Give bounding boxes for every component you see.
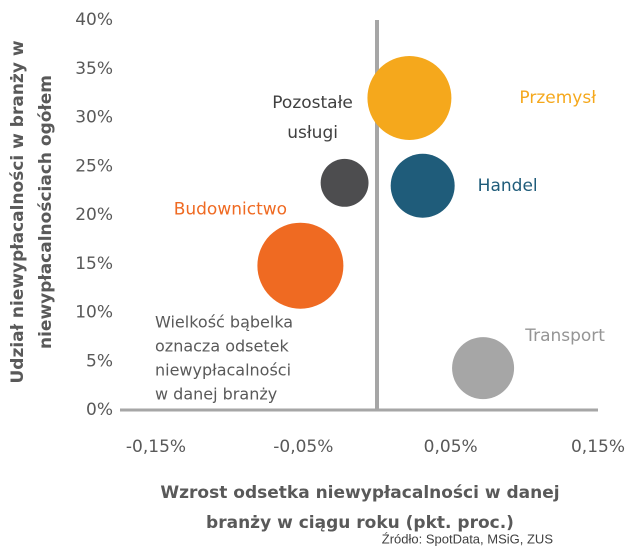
bubble-label: Handel	[478, 176, 538, 196]
annotation: Wielkość bąbelka	[155, 313, 293, 332]
bubble-label: Pozostałe usługi	[272, 93, 353, 143]
x-tick-label: -0,15%	[126, 437, 186, 457]
bubble	[320, 158, 369, 207]
y-axis-title: niewypłacalnościach ogółem	[36, 75, 56, 349]
x-tick-label: 0,15%	[571, 437, 625, 457]
y-tick-label: 15%	[75, 254, 113, 274]
y-tick-label: 5%	[86, 351, 113, 371]
x-tick-label: 0,05%	[424, 437, 478, 457]
y-tick-label: 35%	[75, 59, 113, 79]
bubble	[367, 56, 452, 140]
y-tick-label: 30%	[75, 108, 113, 128]
bubble-label: Przemysł	[519, 88, 596, 108]
y-tick-label: 0%	[86, 400, 113, 420]
x-tick-label: -0,05%	[273, 437, 333, 457]
bubble-label: Budownictwo	[174, 200, 287, 220]
annotation: oznacza odsetek	[155, 337, 289, 356]
bubble-label: Transport	[524, 326, 605, 346]
y-tick-label: 20%	[75, 205, 113, 225]
x-axis-title: Wzrost odsetka niewypłacalności w danej	[160, 483, 559, 503]
bubble	[452, 337, 515, 400]
y-tick-label: 10%	[75, 303, 113, 323]
y-tick-label: 25%	[75, 156, 113, 176]
bubble	[257, 222, 344, 309]
source: Źródło: SpotData, MSiG, ZUS	[382, 531, 554, 546]
x-axis-title: branży w ciągu roku (pkt. proc.)	[206, 513, 514, 533]
annotation: niewypłacalności	[155, 361, 291, 380]
bubble	[390, 153, 455, 218]
annotation: w danej branży	[155, 385, 277, 404]
y-axis-title: Udział niewypłacalności w branży w	[8, 40, 28, 383]
y-tick-label: 40%	[75, 10, 113, 30]
